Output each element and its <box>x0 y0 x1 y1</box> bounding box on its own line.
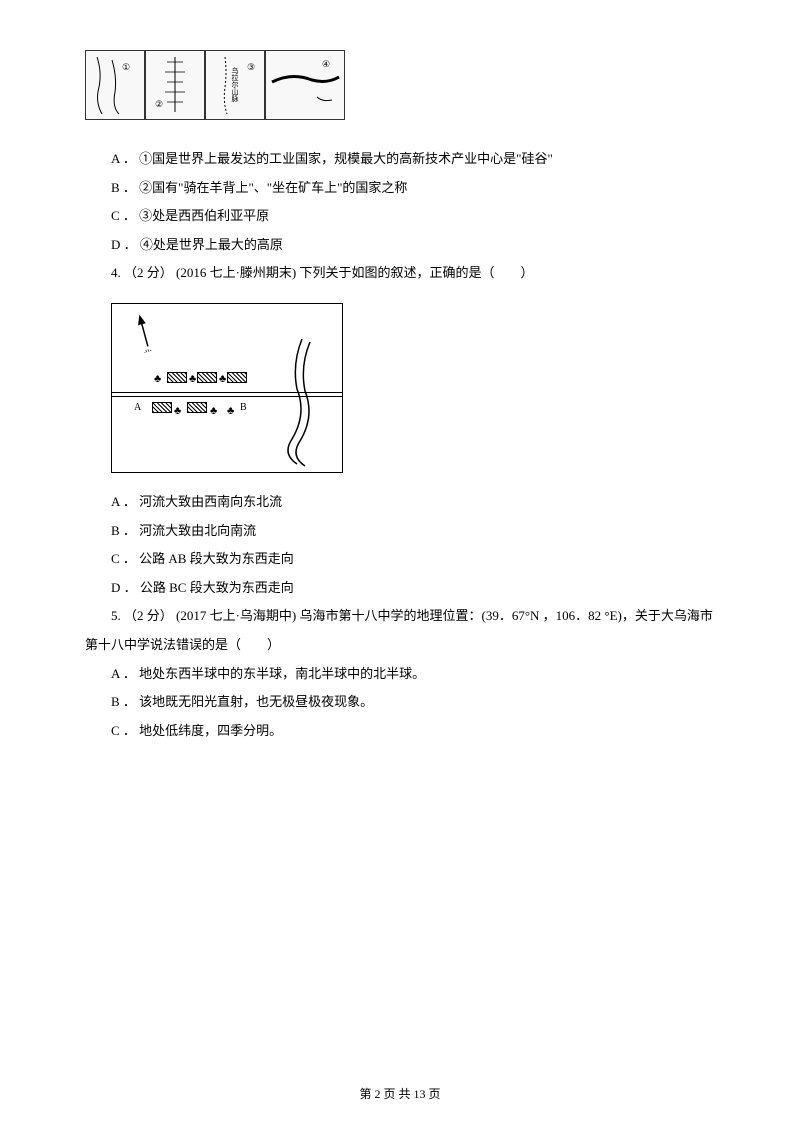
figure-strip: ① ② 乌拉尔山脉 ③ ④ <box>85 50 715 120</box>
q5-stem: 5. （2 分） (2017 七上·乌海期中) 乌海市第十八中学的地理位置：(3… <box>85 602 715 659</box>
tree-icon: ♣ <box>154 367 161 391</box>
house-icon <box>187 402 207 413</box>
q4-option-b: B ． 河流大致由北向南流 <box>85 517 715 546</box>
compass-icon: 北 <box>125 309 162 355</box>
svg-text:④: ④ <box>322 59 330 69</box>
tree-icon: ♣ <box>189 367 196 391</box>
tree-icon: ♣ <box>227 399 234 423</box>
q5-option-c: C ． 地处低纬度，四季分明。 <box>85 717 715 746</box>
tree-icon: ♣ <box>219 367 226 391</box>
tree-icon: ♣ <box>210 399 217 423</box>
q3-option-b: B ． ②国有"骑在羊背上"、"坐在矿车上"的国家之称 <box>85 174 715 203</box>
house-icon <box>167 372 187 383</box>
q3-option-d: D ． ④处是世界上最大的高原 <box>85 231 715 260</box>
label-b: B <box>240 397 247 419</box>
label-a: A <box>134 397 141 419</box>
house-icon <box>197 372 217 383</box>
river-icon <box>262 334 337 469</box>
page-footer: 第 2 页 共 13 页 <box>0 1081 800 1107</box>
strip-cell-2: ② <box>145 50 205 120</box>
house-icon <box>152 402 172 413</box>
svg-text:③: ③ <box>247 62 255 72</box>
q3-option-c: C ． ③处是西西伯利亚平原 <box>85 202 715 231</box>
house-icon <box>227 372 247 383</box>
q5-option-b: B ． 该地既无阳光直射，也无极昼极夜现象。 <box>85 688 715 717</box>
q4-map: 北 ♣ ♣ ♣ ♣ ♣ ♣ A B <box>111 303 343 473</box>
svg-text:②: ② <box>155 99 163 109</box>
tree-icon: ♣ <box>174 399 181 423</box>
q5-option-a: A ． 地处东西半球中的东半球，南北半球中的北半球。 <box>85 660 715 689</box>
strip-cell-1: ① <box>85 50 145 120</box>
svg-text:乌拉尔山脉: 乌拉尔山脉 <box>231 66 239 102</box>
strip-cell-3: 乌拉尔山脉 ③ <box>205 50 265 120</box>
q4-option-a: A ． 河流大致由西南向东北流 <box>85 488 715 517</box>
svg-text:①: ① <box>122 62 130 72</box>
strip-cell-4: ④ <box>265 50 345 120</box>
svg-text:北: 北 <box>143 348 154 355</box>
q3-option-a: A ． ①国是世界上最发达的工业国家，规模最大的高新技术产业中心是"硅谷" <box>85 145 715 174</box>
q4-option-c: C ． 公路 AB 段大致为东西走向 <box>85 545 715 574</box>
q4-option-d: D ． 公路 BC 段大致为东西走向 <box>85 574 715 603</box>
q4-stem: 4. （2 分） (2016 七上·滕州期末) 下列关于如图的叙述，正确的是（ … <box>85 259 715 288</box>
